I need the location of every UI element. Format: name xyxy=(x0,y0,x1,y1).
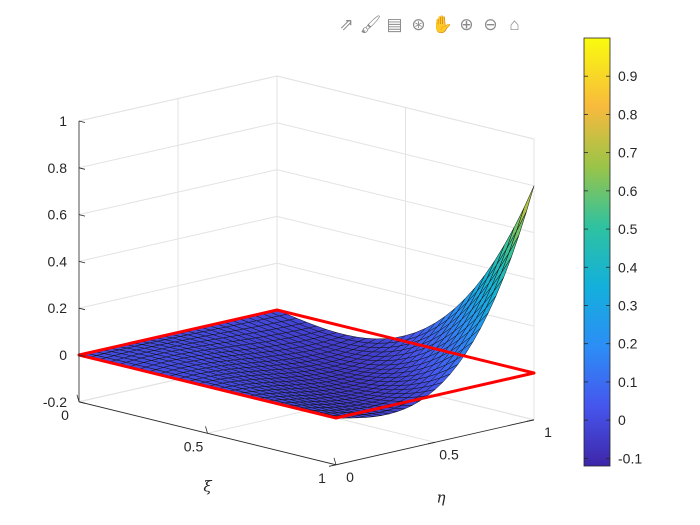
colorbar-tick-label: 0.4 xyxy=(618,259,638,275)
home-icon[interactable]: ⌂ xyxy=(509,14,520,34)
colorbar-tick-label: 0.5 xyxy=(618,221,638,237)
z-tick-mark xyxy=(78,354,86,357)
rotate-3d-icon[interactable]: ⊛ xyxy=(411,14,426,34)
xi-tick-label: 0.5 xyxy=(184,438,204,454)
export-icon[interactable]: ⇗ xyxy=(339,14,354,34)
surface-patch xyxy=(516,185,535,232)
datatip-icon[interactable]: ▤ xyxy=(386,14,403,34)
z-tick-label: 0.4 xyxy=(48,253,68,269)
colorbar-gradient xyxy=(583,37,611,467)
pan-hand-icon[interactable]: ✋ xyxy=(431,14,454,34)
zoom-out-icon[interactable]: ⊖ xyxy=(483,14,498,34)
colorbar-tick-label: 0 xyxy=(618,412,626,428)
colorbar-tick-label: 0.6 xyxy=(618,183,638,199)
z-tick-mark xyxy=(78,307,86,311)
outline-square xyxy=(77,308,536,420)
colorbar-tick-label: 0.7 xyxy=(618,145,638,161)
xi-tick-label: 0 xyxy=(61,407,69,423)
eta-tick-label: 0 xyxy=(346,469,354,485)
colorbar-tick-label: -0.1 xyxy=(618,450,642,466)
z-tick-label: 1 xyxy=(59,113,67,129)
colorbar-tick-label: 0.8 xyxy=(618,106,638,122)
eta-tick-mark xyxy=(526,419,535,422)
eta-axis-label: η xyxy=(437,488,446,506)
z-tick-label: 0.6 xyxy=(48,207,68,223)
eta-tick-label: 0.5 xyxy=(439,446,459,462)
colorbar-tick-label: 0.9 xyxy=(618,68,638,84)
eta-tick-mark xyxy=(328,464,337,467)
eta-tick-mark xyxy=(427,441,436,445)
z-tick-mark xyxy=(78,167,86,170)
z-tick-label: 0.8 xyxy=(48,160,68,176)
eta-tick-label: 1 xyxy=(544,424,552,440)
z-tick-label: 0.2 xyxy=(48,300,68,316)
z-tick-mark xyxy=(78,214,86,217)
xi-tick-label: 1 xyxy=(318,470,326,486)
xi-tick-mark xyxy=(333,457,337,465)
outline-square-edge xyxy=(77,308,536,420)
z-tick-label: -0.2 xyxy=(43,394,67,410)
surface-mesh xyxy=(78,185,535,419)
xi-tick-mark xyxy=(205,426,208,434)
colorbar-tick-label: 0.3 xyxy=(618,298,638,314)
colorbar-tick-label: 0.2 xyxy=(618,336,638,352)
z-tick-mark xyxy=(78,120,86,123)
colorbar-tick-label: 0.1 xyxy=(618,374,638,390)
figure-toolbar: ⇗ 🖌 ▤ ⊛ ✋ ⊕ ⊖ ⌂ xyxy=(336,12,525,38)
brush-icon[interactable]: 🖌 xyxy=(359,14,382,34)
xi-tick-mark xyxy=(76,394,80,402)
z-tick-label: 0 xyxy=(59,347,67,363)
z-tick-mark xyxy=(78,261,86,264)
zoom-in-icon[interactable]: ⊕ xyxy=(459,14,474,34)
xi-axis-label: ξ xyxy=(203,477,212,495)
colorbar: -0.1 0 0.1 0.2 0.3 0.4 0.5 0.6 0.7 0.8 0.9 xyxy=(583,37,642,467)
